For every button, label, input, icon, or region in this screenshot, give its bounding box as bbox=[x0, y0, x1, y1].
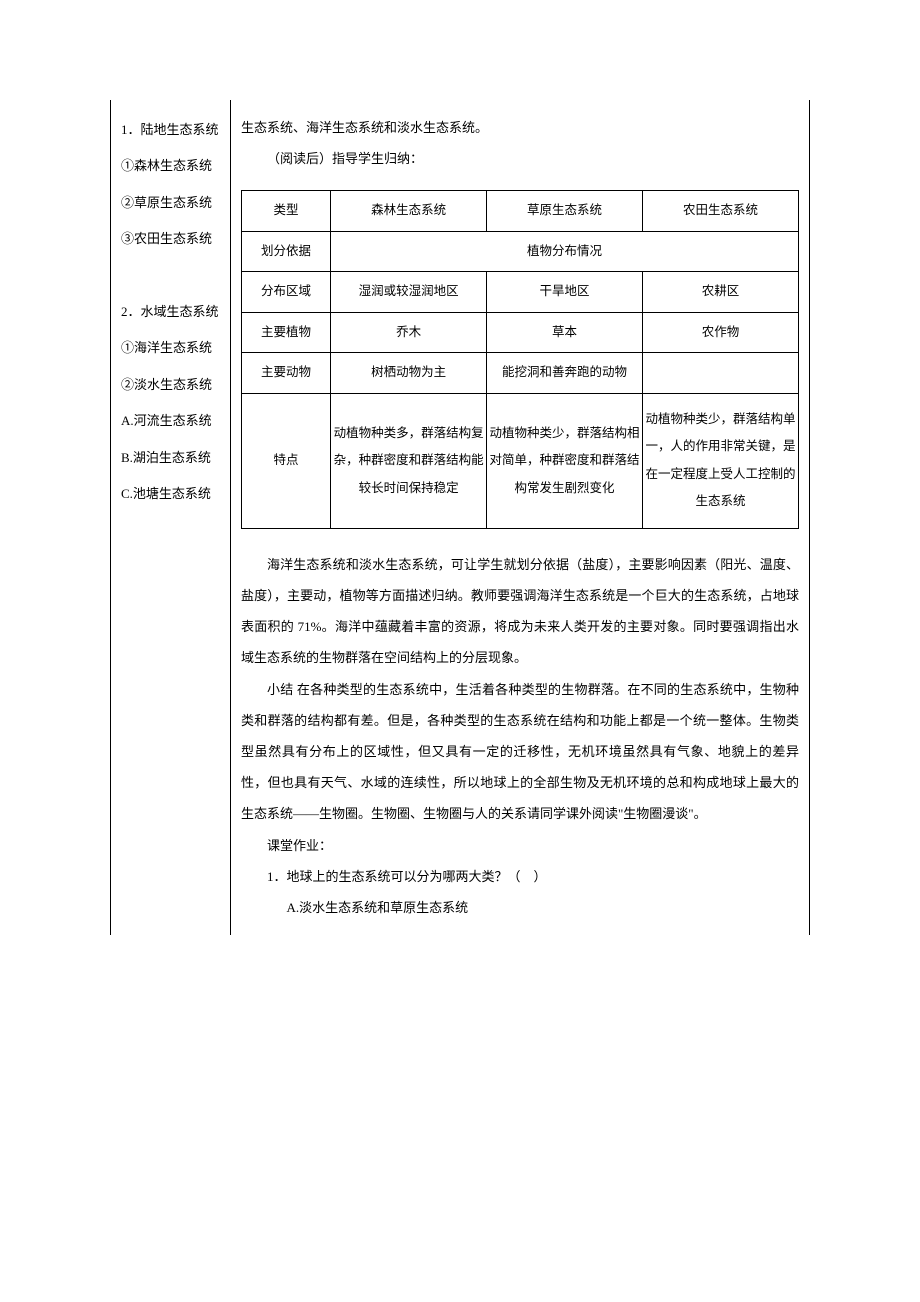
row-label: 主要动物 bbox=[242, 353, 331, 394]
row-label: 主要植物 bbox=[242, 312, 331, 353]
table-row: 主要植物 乔木 草本 农作物 bbox=[242, 312, 799, 353]
homework-title: 课堂作业： bbox=[241, 830, 799, 861]
spacer bbox=[121, 258, 220, 294]
table-row: 分布区域 湿润或较湿润地区 干旱地区 农耕区 bbox=[242, 272, 799, 313]
question-1: 1．地球上的生态系统可以分为哪两大类？（ ） bbox=[241, 861, 799, 892]
table-cell: 动植物种类少，群落结构单一，人的作用非常关键，是在一定程度上受人工控制的生态系统 bbox=[643, 393, 799, 528]
row-label: 特点 bbox=[242, 393, 331, 528]
table-cell: 农作物 bbox=[643, 312, 799, 353]
table-row: 类型 森林生态系统 草原生态系统 农田生态系统 bbox=[242, 191, 799, 232]
header-farm: 农田生态系统 bbox=[643, 191, 799, 232]
table-cell: 农耕区 bbox=[643, 272, 799, 313]
section2-item: ②淡水生态系统 bbox=[121, 367, 220, 403]
table-cell: 乔木 bbox=[331, 312, 487, 353]
table-cell: 干旱地区 bbox=[487, 272, 643, 313]
section1-item: ①森林生态系统 bbox=[121, 148, 220, 184]
section2-item: B.湖泊生态系统 bbox=[121, 440, 220, 476]
left-column: 1．陆地生态系统 ①森林生态系统 ②草原生态系统 ③农田生态系统 2．水域生态系… bbox=[111, 100, 231, 935]
table-cell: 动植物种类多，群落结构复杂，种群密度和群落结构能较长时间保持稳定 bbox=[331, 393, 487, 528]
table-cell bbox=[643, 353, 799, 394]
section2-item: A.河流生态系统 bbox=[121, 403, 220, 439]
top-line: 生态系统、海洋生态系统和淡水生态系统。 bbox=[241, 112, 799, 143]
section1-title: 1．陆地生态系统 bbox=[121, 112, 220, 148]
paragraph-1: 海洋生态系统和淡水生态系统，可让学生就划分依据（盐度），主要影响因素（阳光、温度… bbox=[241, 549, 799, 674]
section1-item: ②草原生态系统 bbox=[121, 185, 220, 221]
instruction: （阅读后）指导学生归纳： bbox=[241, 143, 799, 174]
row-label: 分布区域 bbox=[242, 272, 331, 313]
table-cell: 草本 bbox=[487, 312, 643, 353]
paragraph-2: 小结 在各种类型的生态系统中，生活着各种类型的生物群落。在不同的生态系统中，生物… bbox=[241, 674, 799, 830]
document-page: 1．陆地生态系统 ①森林生态系统 ②草原生态系统 ③农田生态系统 2．水域生态系… bbox=[0, 0, 920, 995]
section2-title: 2．水域生态系统 bbox=[121, 294, 220, 330]
section2-item: C.池塘生态系统 bbox=[121, 476, 220, 512]
row-label: 划分依据 bbox=[242, 231, 331, 272]
outer-layout-table: 1．陆地生态系统 ①森林生态系统 ②草原生态系统 ③农田生态系统 2．水域生态系… bbox=[110, 100, 810, 935]
table-cell: 树栖动物为主 bbox=[331, 353, 487, 394]
section2-item: ①海洋生态系统 bbox=[121, 330, 220, 366]
header-grass: 草原生态系统 bbox=[487, 191, 643, 232]
header-type: 类型 bbox=[242, 191, 331, 232]
right-column: 生态系统、海洋生态系统和淡水生态系统。 （阅读后）指导学生归纳： 类型 森林生态… bbox=[231, 100, 810, 935]
section1-item: ③农田生态系统 bbox=[121, 221, 220, 257]
table-cell: 能挖洞和善奔跑的动物 bbox=[487, 353, 643, 394]
table-row: 主要动物 树栖动物为主 能挖洞和善奔跑的动物 bbox=[242, 353, 799, 394]
table-cell: 动植物种类少，群落结构相对简单，种群密度和群落结构常发生剧烈变化 bbox=[487, 393, 643, 528]
header-forest: 森林生态系统 bbox=[331, 191, 487, 232]
table-row: 划分依据 植物分布情况 bbox=[242, 231, 799, 272]
row-merged: 植物分布情况 bbox=[331, 231, 799, 272]
question-1-option-a: A.淡水生态系统和草原生态系统 bbox=[241, 892, 799, 923]
ecosystem-comparison-table: 类型 森林生态系统 草原生态系统 农田生态系统 划分依据 植物分布情况 分布区域 bbox=[241, 190, 799, 529]
table-cell: 湿润或较湿润地区 bbox=[331, 272, 487, 313]
table-row: 特点 动植物种类多，群落结构复杂，种群密度和群落结构能较长时间保持稳定 动植物种… bbox=[242, 393, 799, 528]
